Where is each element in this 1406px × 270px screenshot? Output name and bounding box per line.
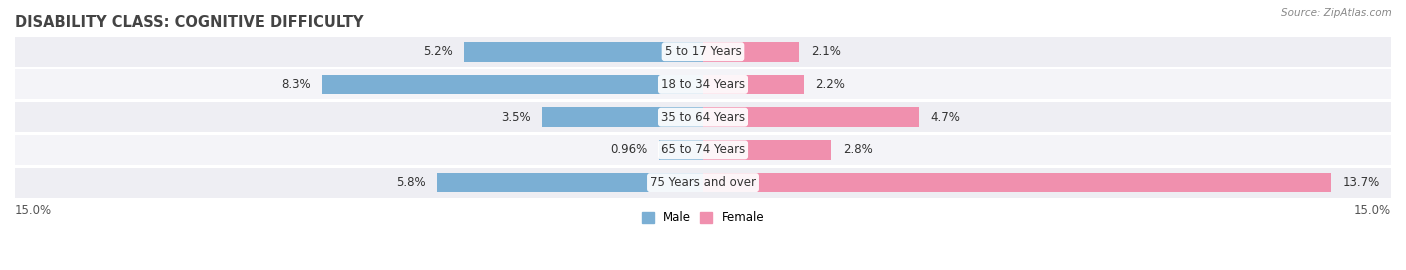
Text: 5 to 17 Years: 5 to 17 Years bbox=[665, 45, 741, 58]
Text: 75 Years and over: 75 Years and over bbox=[650, 176, 756, 189]
Text: 15.0%: 15.0% bbox=[15, 204, 52, 217]
Bar bbox=[703, 107, 918, 127]
Text: 2.8%: 2.8% bbox=[842, 143, 873, 156]
Text: 2.1%: 2.1% bbox=[811, 45, 841, 58]
Text: 15.0%: 15.0% bbox=[1354, 204, 1391, 217]
Text: 13.7%: 13.7% bbox=[1343, 176, 1381, 189]
Text: 35 to 64 Years: 35 to 64 Years bbox=[661, 111, 745, 124]
Text: 3.5%: 3.5% bbox=[502, 111, 531, 124]
Text: 5.8%: 5.8% bbox=[396, 176, 426, 189]
Text: 5.2%: 5.2% bbox=[423, 45, 453, 58]
Bar bbox=[659, 140, 703, 160]
Bar bbox=[703, 173, 1331, 193]
Bar bbox=[703, 140, 831, 160]
Bar bbox=[703, 42, 800, 62]
Text: 65 to 74 Years: 65 to 74 Years bbox=[661, 143, 745, 156]
Bar bbox=[15, 135, 1391, 165]
Bar bbox=[15, 102, 1391, 132]
Bar bbox=[437, 173, 703, 193]
Text: 0.96%: 0.96% bbox=[610, 143, 648, 156]
Bar bbox=[15, 168, 1391, 198]
Text: 4.7%: 4.7% bbox=[929, 111, 960, 124]
Text: DISABILITY CLASS: COGNITIVE DIFFICULTY: DISABILITY CLASS: COGNITIVE DIFFICULTY bbox=[15, 15, 364, 30]
Text: Source: ZipAtlas.com: Source: ZipAtlas.com bbox=[1281, 8, 1392, 18]
Legend: Male, Female: Male, Female bbox=[637, 207, 769, 229]
Bar bbox=[464, 42, 703, 62]
Bar bbox=[15, 37, 1391, 67]
Bar bbox=[322, 75, 703, 94]
Text: 18 to 34 Years: 18 to 34 Years bbox=[661, 78, 745, 91]
Text: 8.3%: 8.3% bbox=[281, 78, 311, 91]
Bar bbox=[15, 69, 1391, 99]
Bar bbox=[703, 75, 804, 94]
Bar bbox=[543, 107, 703, 127]
Text: 2.2%: 2.2% bbox=[815, 78, 845, 91]
